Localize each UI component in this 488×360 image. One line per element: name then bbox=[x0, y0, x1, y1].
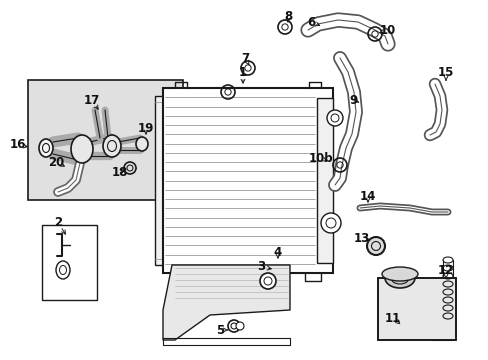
Bar bbox=[316, 98, 332, 263]
Ellipse shape bbox=[320, 213, 340, 233]
Bar bbox=[163, 88, 332, 273]
Text: 15: 15 bbox=[437, 66, 453, 78]
Text: 20: 20 bbox=[48, 156, 64, 168]
Ellipse shape bbox=[124, 162, 136, 174]
Text: 10: 10 bbox=[379, 23, 395, 36]
Text: 2: 2 bbox=[54, 216, 62, 229]
Polygon shape bbox=[163, 265, 289, 340]
Text: 5: 5 bbox=[215, 324, 224, 337]
Bar bbox=[42, 225, 97, 300]
Text: 3: 3 bbox=[256, 261, 264, 274]
Ellipse shape bbox=[384, 268, 414, 288]
Bar bbox=[377, 278, 455, 340]
Bar bbox=[28, 80, 183, 200]
Text: 19: 19 bbox=[138, 122, 154, 135]
Ellipse shape bbox=[39, 139, 53, 157]
Text: 6: 6 bbox=[306, 15, 314, 28]
Text: 18: 18 bbox=[112, 166, 128, 179]
Text: 12: 12 bbox=[437, 264, 453, 276]
Text: 10b: 10b bbox=[308, 152, 333, 165]
Bar bbox=[155, 96, 163, 265]
Ellipse shape bbox=[260, 273, 275, 289]
Text: 13: 13 bbox=[353, 231, 369, 244]
Text: 4: 4 bbox=[273, 246, 282, 258]
Text: 16: 16 bbox=[10, 139, 26, 152]
Ellipse shape bbox=[236, 322, 244, 330]
Text: 1: 1 bbox=[239, 66, 246, 78]
Ellipse shape bbox=[326, 110, 342, 126]
Ellipse shape bbox=[136, 137, 148, 151]
Ellipse shape bbox=[71, 135, 93, 163]
Ellipse shape bbox=[366, 237, 384, 255]
Text: 14: 14 bbox=[359, 189, 375, 202]
Text: 7: 7 bbox=[241, 51, 248, 64]
Text: 9: 9 bbox=[349, 94, 357, 107]
Ellipse shape bbox=[227, 320, 240, 332]
Ellipse shape bbox=[381, 267, 417, 281]
Bar bbox=[377, 278, 455, 340]
Ellipse shape bbox=[56, 261, 70, 279]
Text: 8: 8 bbox=[284, 9, 291, 22]
Text: 11: 11 bbox=[384, 311, 400, 324]
Text: 17: 17 bbox=[84, 94, 100, 107]
Ellipse shape bbox=[103, 135, 121, 157]
